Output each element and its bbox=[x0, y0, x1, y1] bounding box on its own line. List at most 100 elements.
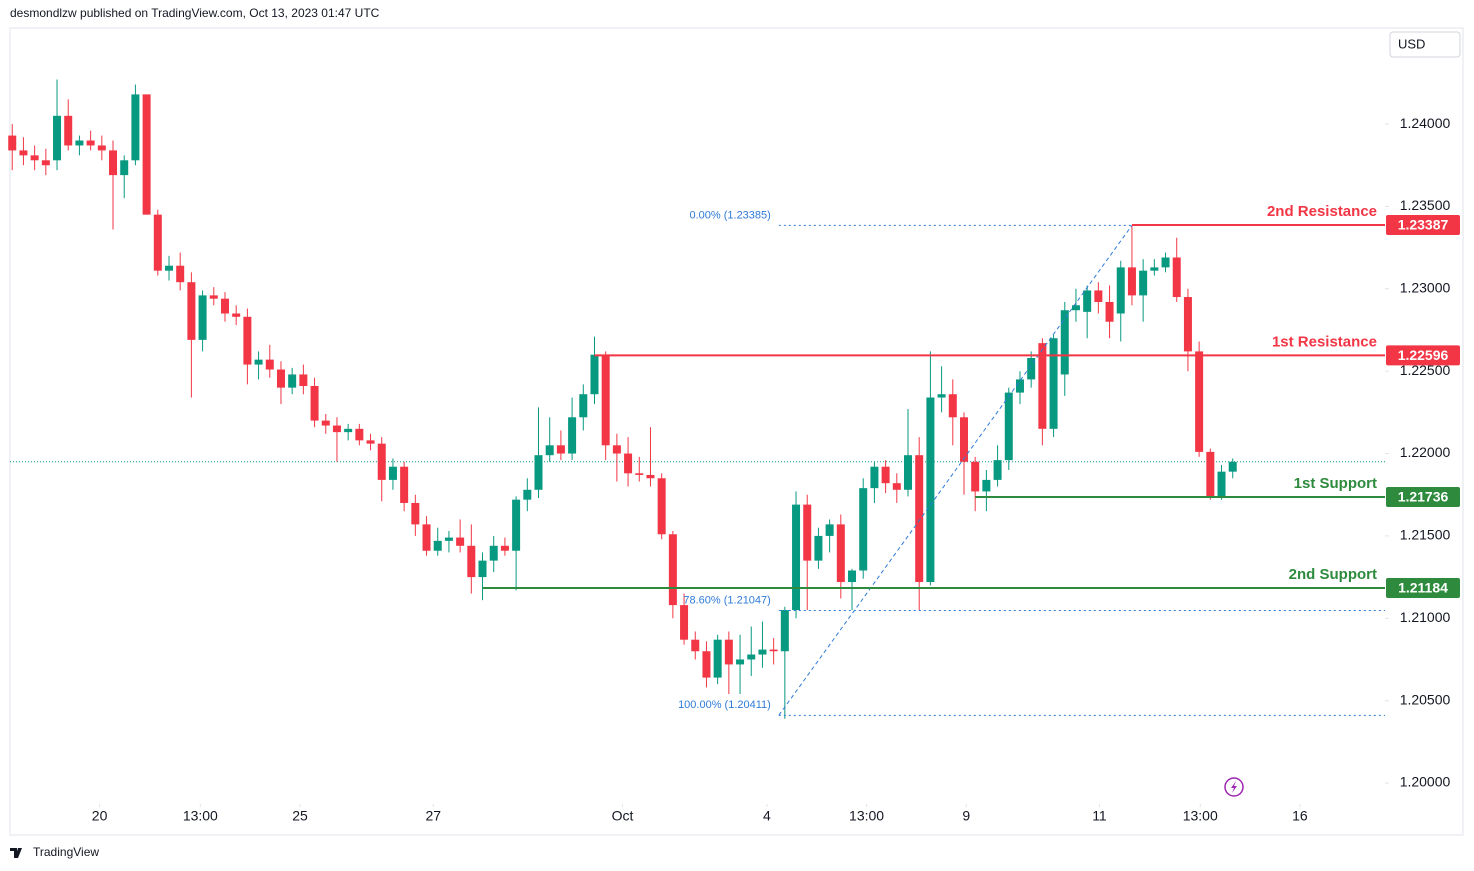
candle-body bbox=[1060, 310, 1069, 375]
candle-body bbox=[164, 265, 173, 271]
candle-body bbox=[131, 94, 140, 161]
x-tick-label: 13:00 bbox=[183, 808, 218, 824]
y-tick-label: 1.23500 bbox=[1400, 197, 1451, 213]
candle-body bbox=[120, 160, 129, 176]
x-tick-label: 13:00 bbox=[1183, 808, 1218, 824]
candle-body bbox=[915, 455, 924, 583]
candle-body bbox=[556, 445, 565, 454]
candle-body bbox=[97, 145, 106, 151]
candle-body bbox=[736, 659, 745, 665]
candle-body bbox=[276, 369, 285, 388]
candle-body bbox=[1183, 297, 1192, 352]
x-tick-label: 4 bbox=[763, 808, 771, 824]
candle-body bbox=[142, 94, 151, 215]
candle-body bbox=[534, 455, 543, 490]
level-price: 1.21736 bbox=[1398, 489, 1449, 505]
candle-body bbox=[769, 649, 778, 652]
fib-label: 0.00% (1.23385) bbox=[689, 209, 770, 221]
level-name: 1st Support bbox=[1294, 475, 1377, 492]
candle-body bbox=[747, 654, 756, 660]
candle-body bbox=[243, 316, 252, 365]
candle-body bbox=[109, 150, 118, 176]
candle-body bbox=[836, 524, 845, 583]
candle-body bbox=[1195, 351, 1204, 452]
x-tick-label: 9 bbox=[962, 808, 970, 824]
x-tick-label: 11 bbox=[1092, 808, 1107, 824]
candle-body bbox=[1127, 267, 1136, 296]
candle-body bbox=[758, 649, 767, 655]
fib-trend bbox=[778, 225, 1133, 716]
candle-body bbox=[220, 298, 229, 314]
candle-body bbox=[993, 460, 1002, 480]
candle-body bbox=[64, 115, 73, 146]
y-tick-label: 1.24000 bbox=[1400, 115, 1451, 131]
candle-body bbox=[568, 417, 577, 454]
candle-body bbox=[53, 115, 62, 161]
candle-body bbox=[1116, 267, 1125, 314]
candle-body bbox=[937, 394, 946, 398]
alert-icon[interactable] bbox=[1224, 777, 1244, 797]
candle-body bbox=[590, 354, 599, 395]
candle-body bbox=[1150, 267, 1159, 271]
y-tick-label: 1.20500 bbox=[1400, 691, 1451, 707]
x-tick-label: 20 bbox=[92, 808, 108, 824]
candle-body bbox=[959, 417, 968, 462]
candle-body bbox=[86, 140, 95, 146]
currency-box[interactable] bbox=[1389, 31, 1461, 58]
candle-body bbox=[232, 313, 241, 317]
candle-body bbox=[344, 428, 353, 433]
level-price-box bbox=[1386, 215, 1460, 236]
candle-body bbox=[1139, 270, 1148, 296]
candle-body bbox=[892, 483, 901, 490]
candle-body bbox=[355, 428, 364, 441]
candle-body bbox=[299, 374, 308, 386]
level-price: 1.23387 bbox=[1398, 217, 1449, 233]
candle-body bbox=[19, 150, 28, 156]
candle-body bbox=[422, 524, 431, 551]
y-tick-label: 1.20000 bbox=[1400, 774, 1451, 790]
logo bbox=[10, 848, 22, 858]
candle-body bbox=[881, 466, 890, 484]
level-price: 1.22596 bbox=[1398, 347, 1449, 363]
candle-body bbox=[1094, 290, 1103, 302]
candle-body bbox=[859, 488, 868, 571]
fib-label: 78.60% (1.21047) bbox=[683, 594, 770, 606]
candle-body bbox=[792, 504, 801, 611]
candle-body bbox=[724, 639, 733, 665]
candle-body bbox=[870, 466, 879, 489]
candle-body bbox=[948, 394, 957, 418]
candle-body bbox=[489, 545, 498, 561]
publisher: desmondlzw published on TradingView.com,… bbox=[10, 6, 380, 20]
candle-body bbox=[680, 605, 689, 640]
candle-body bbox=[1049, 338, 1058, 429]
candle-body bbox=[288, 374, 297, 388]
candle-body bbox=[321, 420, 330, 426]
candle-body bbox=[1071, 305, 1080, 311]
fib-label: 100.00% (1.20411) bbox=[678, 699, 771, 711]
x-tick-label: Oct bbox=[612, 808, 634, 824]
x-tick-label: 13:00 bbox=[849, 808, 884, 824]
candle-body bbox=[545, 445, 554, 456]
candle-body bbox=[1172, 257, 1181, 298]
frame bbox=[9, 27, 1464, 836]
level-price: 1.21184 bbox=[1398, 580, 1448, 596]
candle-body bbox=[691, 639, 700, 652]
candle-body bbox=[657, 478, 666, 535]
candle-body bbox=[624, 453, 633, 474]
candle-body bbox=[153, 214, 162, 271]
level-price-box bbox=[1386, 577, 1460, 598]
level-price-box bbox=[1386, 345, 1460, 366]
y-tick-label: 1.21000 bbox=[1400, 609, 1451, 625]
level-name: 2nd Resistance bbox=[1267, 203, 1377, 220]
candle-body bbox=[30, 155, 39, 161]
candle-body bbox=[187, 282, 196, 340]
candle-body bbox=[848, 570, 857, 583]
candle-body bbox=[265, 359, 274, 370]
x-tick-label: 16 bbox=[1292, 808, 1308, 824]
currency[interactable]: USD bbox=[1398, 36, 1425, 51]
candle-body bbox=[467, 545, 476, 578]
candle-body bbox=[1004, 392, 1013, 461]
candle-body bbox=[523, 489, 532, 500]
candle-body bbox=[579, 394, 588, 418]
candle-body bbox=[433, 540, 442, 551]
